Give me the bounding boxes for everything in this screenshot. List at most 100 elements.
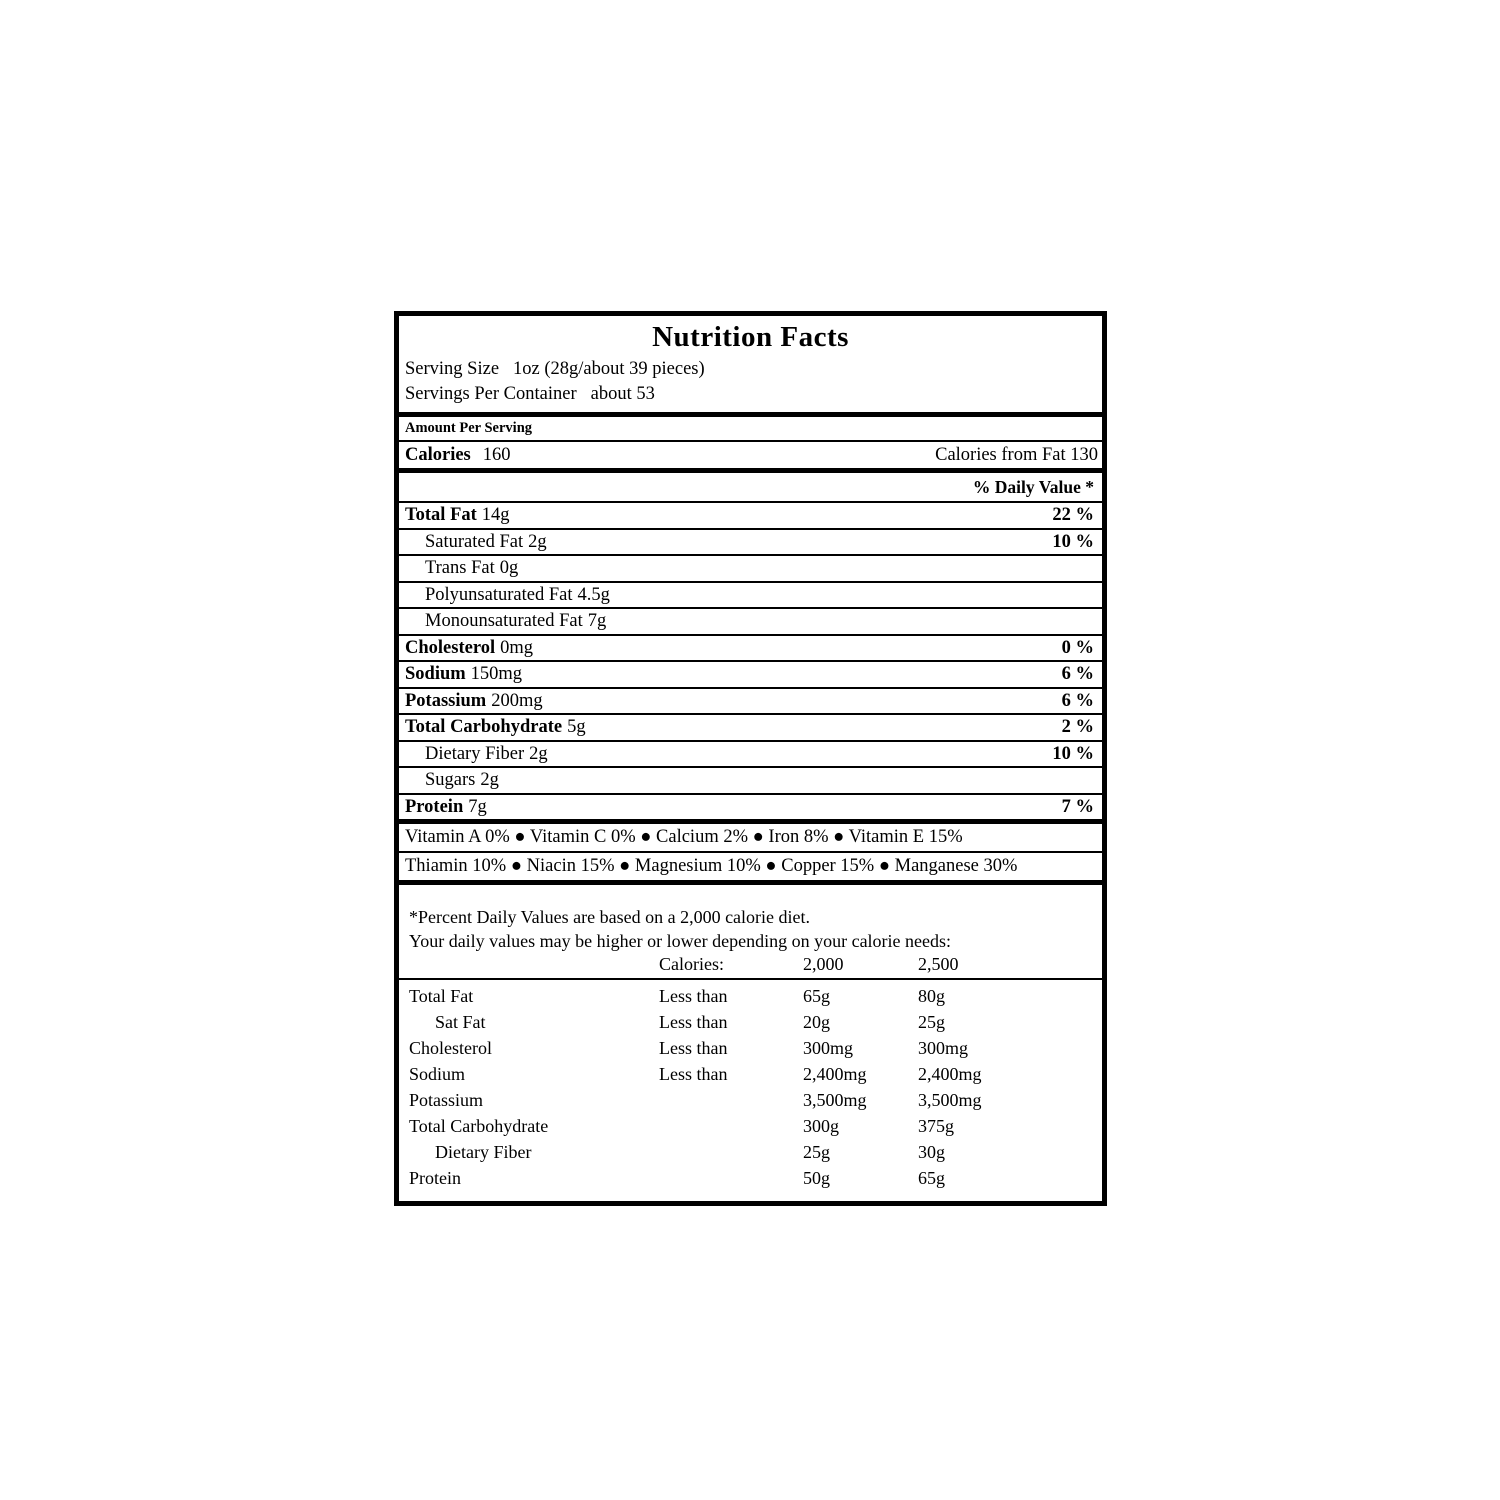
nutrient-daily-value: 6 %: [1061, 664, 1094, 684]
daily-value-header: % Daily Value *: [399, 473, 1102, 503]
nutrient-text: Monounsaturated Fat 7g: [425, 609, 606, 634]
nutrient-row: Cholesterol 0mg 0 %: [399, 633, 1102, 661]
nutrient-amount: 5g: [567, 717, 586, 737]
nutrient-text: Protein 7g: [405, 795, 487, 820]
dv-table-row: Sodium Less than 2,400mg 2,400mg: [399, 1061, 1102, 1087]
nutrient-row: Protein 7g 7 %: [399, 792, 1102, 820]
dv-table-row-2000-value: 2,400mg: [803, 1064, 867, 1084]
dv-table-row: Dietary Fiber 25g 30g: [399, 1139, 1102, 1165]
dv-table-row-qualifier: [659, 1113, 803, 1139]
section-divider-bar: [399, 880, 1102, 885]
dv-table-row-qualifier: [659, 1139, 803, 1165]
nutrient-name: Total Carbohydrate: [405, 717, 563, 737]
dv-table-row-2000-value: 300mg: [803, 1038, 854, 1058]
nutrient-name: Cholesterol: [405, 637, 496, 658]
nutrient-daily-value: 7 %: [1061, 796, 1094, 817]
dv-table-row-2000-value: 3,500mg: [803, 1090, 867, 1110]
footnote-divider-line: [399, 978, 1102, 980]
dv-table-row-2000-value: 65g: [803, 986, 830, 1006]
dv-table-calories-label: Calories:: [659, 954, 724, 974]
servings-per-container-label: Servings Per Container: [405, 384, 577, 404]
nutrient-text: Potassium 200mg: [405, 689, 543, 714]
nutrient-name: Polyunsaturated Fat: [425, 584, 573, 605]
nutrient-amount: 200mg: [491, 690, 543, 711]
nutrient-daily-value: 0 %: [1061, 637, 1094, 658]
nutrient-name: Dietary Fiber: [425, 743, 525, 764]
dv-table-row: Sat Fat Less than 20g 25g: [399, 1009, 1102, 1035]
nutrient-name: Trans Fat: [425, 558, 495, 578]
section-divider-bar: [399, 412, 1102, 417]
label-header: Nutrition Facts Serving Size 1oz (28g/abo…: [399, 316, 1102, 412]
dv-table-row-qualifier: Less than: [659, 1012, 728, 1032]
nutrient-text: Trans Fat 0g: [425, 556, 518, 581]
nutrient-amount: 4.5g: [577, 584, 610, 605]
dv-table-row-2500-value: 30g: [918, 1142, 945, 1162]
nutrient-text: Sugars 2g: [425, 768, 499, 793]
servings-per-container-value: about 53: [590, 384, 655, 404]
micronutrient-line: Thiamin 10% ● Niacin 15% ● Magnesium 10%…: [399, 851, 1102, 880]
dv-table-row: Total Fat Less than 65g 80g: [399, 983, 1102, 1009]
nutrient-name: Monounsaturated Fat: [425, 611, 583, 631]
micronutrients-section: Vitamin A 0% ● Vitamin C 0% ● Calcium 2%…: [399, 824, 1102, 880]
dv-table-header-spacer: [409, 953, 659, 976]
servings-per-container-line: Servings Per Container about 53: [405, 382, 1096, 407]
nutrient-row: Total Carbohydrate 5g 2 %: [399, 713, 1102, 740]
nutrient-amount: 0g: [499, 558, 519, 578]
dv-reference-table: Total Fat Less than 65g 80g Sat Fat Less…: [399, 980, 1102, 1201]
dv-table-row-name: Total Fat: [409, 986, 474, 1006]
serving-size-value: 1oz (28g/about 39 pieces): [513, 359, 705, 379]
nutrient-row: Potassium 200mg 6 %: [399, 686, 1102, 714]
dv-table-header-row: Calories: 2,000 2,500: [399, 953, 1102, 976]
dv-table-row-2500-value: 65g: [918, 1168, 945, 1188]
dv-table-row-qualifier: Less than: [659, 986, 728, 1006]
nutrient-amount: 2g: [480, 770, 499, 790]
serving-size-line: Serving Size 1oz (28g/about 39 pieces): [405, 357, 1096, 382]
nutrient-row: Sugars 2g: [399, 766, 1102, 793]
nutrient-daily-value: 6 %: [1061, 690, 1094, 711]
dv-table-row: Potassium 3,500mg 3,500mg: [399, 1087, 1102, 1113]
nutrient-text: Total Carbohydrate 5g: [405, 715, 586, 740]
nutrient-amount: 7g: [468, 796, 487, 817]
dv-table-2500-header: 2,500: [918, 954, 959, 974]
dv-table-row-name: Sodium: [409, 1064, 466, 1084]
nutrient-daily-value: 22 %: [1052, 505, 1094, 525]
nutrition-facts-label: Nutrition Facts Serving Size 1oz (28g/abo…: [394, 311, 1107, 1206]
dv-table-row-2000-value: 20g: [803, 1012, 830, 1032]
nutrient-amount: 2g: [529, 743, 548, 764]
dv-table-row: Total Carbohydrate 300g 375g: [399, 1113, 1102, 1139]
nutrient-amount: 2g: [528, 531, 547, 552]
nutrients-section: Total Fat 14g 22 % Saturated Fat 2g 10 % T…: [399, 503, 1102, 819]
label-title: Nutrition Facts: [652, 321, 849, 353]
dv-table-2000-header: 2,000: [803, 954, 844, 974]
nutrient-row: Sodium 150mg 6 %: [399, 660, 1102, 687]
dv-table-row-2500-value: 25g: [918, 1012, 945, 1032]
nutrient-row: Trans Fat 0g: [399, 554, 1102, 581]
section-divider-bar: [399, 819, 1102, 824]
nutrient-name: Protein: [405, 796, 464, 817]
nutrient-text: Sodium 150mg: [405, 662, 522, 687]
nutrient-name: Sodium: [405, 664, 466, 684]
nutrient-amount: 0mg: [500, 637, 533, 658]
calories-label: Calories: [405, 445, 471, 465]
nutrient-text: Dietary Fiber 2g: [425, 742, 548, 767]
dv-table-row-qualifier: [659, 1087, 803, 1113]
micronutrient-line: Vitamin A 0% ● Vitamin C 0% ● Calcium 2%…: [405, 827, 963, 847]
dv-table-row-name: Potassium: [409, 1090, 484, 1110]
calories-row: Calories 160 Calories from Fat 130: [399, 442, 1102, 468]
nutrient-daily-value: 10 %: [1052, 743, 1094, 764]
amount-per-serving-header: Amount Per Serving: [399, 417, 1102, 442]
nutrient-daily-value: 10 %: [1052, 531, 1094, 552]
footnote-asterisk-line: *Percent Daily Values are based on a 2,0…: [409, 907, 811, 927]
section-divider-bar: [399, 468, 1102, 473]
nutrient-name: Total Fat: [405, 505, 477, 525]
dv-table-row-name: Sat Fat: [435, 1012, 486, 1032]
dv-table-row-qualifier: Less than: [659, 1038, 728, 1058]
nutrient-row: Polyunsaturated Fat 4.5g: [399, 580, 1102, 608]
nutrient-daily-value: 2 %: [1061, 717, 1094, 737]
nutrient-amount: 150mg: [470, 664, 523, 684]
footnote-calorie-needs-line: Your daily values may be higher or lower…: [409, 931, 952, 951]
nutrient-amount: 14g: [481, 505, 510, 525]
dv-table-row: Protein 50g 65g: [399, 1165, 1102, 1191]
dv-table-row-qualifier: Less than: [659, 1064, 728, 1084]
dv-table-row-2500-value: 2,400mg: [918, 1064, 982, 1084]
